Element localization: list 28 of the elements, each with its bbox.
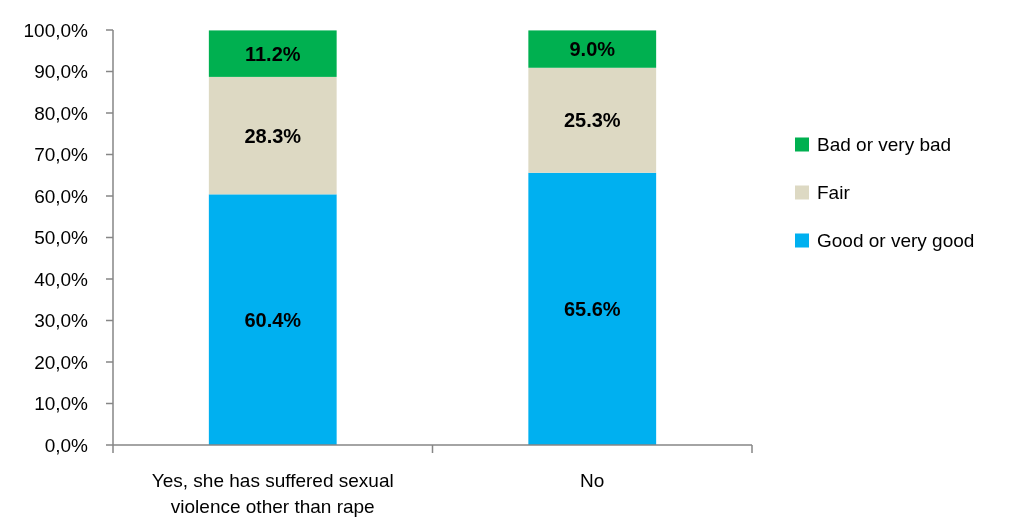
data-label: 25.3% xyxy=(563,109,621,132)
y-tick-label: 20,0% xyxy=(34,351,89,373)
bar xyxy=(208,194,337,445)
x-tick-label: Yes, she has suffered sexual violence other than rape xyxy=(151,470,394,517)
legend-label: Fair xyxy=(817,182,851,204)
bar xyxy=(208,76,337,195)
data-label: 65.6% xyxy=(563,297,621,320)
y-tick-label: 80,0% xyxy=(34,102,89,124)
data-label: 60.4% xyxy=(244,308,302,331)
y-tick-label: 40,0% xyxy=(34,268,89,290)
data-label: 11.2% xyxy=(244,42,301,65)
y-tick-label: 90,0% xyxy=(34,61,89,83)
bar xyxy=(528,30,657,68)
y-tick-label: 70,0% xyxy=(34,144,89,166)
y-tick-label: 30,0% xyxy=(34,310,89,332)
legend-label: Bad or very bad xyxy=(817,134,952,156)
bar xyxy=(528,172,657,445)
y-tick-label: 10,0% xyxy=(34,393,89,415)
bar xyxy=(208,30,337,77)
data-label: 9.0% xyxy=(569,38,616,61)
bar xyxy=(528,67,657,173)
y-tick-label: 0,0% xyxy=(44,434,89,456)
legend-label: Good or very good xyxy=(817,230,975,252)
y-tick-label: 50,0% xyxy=(34,227,89,249)
y-tick-label: 100,0% xyxy=(23,19,89,41)
x-tick-label: No xyxy=(580,470,605,491)
data-label: 28.3% xyxy=(244,124,302,147)
y-tick-label: 60,0% xyxy=(34,185,89,207)
